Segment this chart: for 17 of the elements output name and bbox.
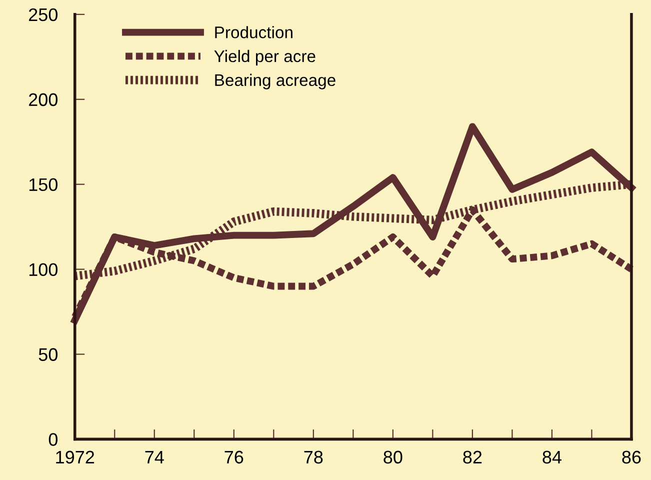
- x-tick-label: 80: [384, 450, 402, 464]
- x-tick-label: 74: [145, 450, 164, 464]
- y-tick-label: 250: [28, 8, 58, 22]
- x-tick-label: 86: [622, 450, 641, 464]
- y-tick-label: 100: [29, 263, 58, 276]
- x-tick-label: 82: [463, 450, 482, 464]
- legend-label: Production: [215, 26, 292, 38]
- x-tick-label: 76: [224, 450, 244, 464]
- x-tick-label: 84: [542, 450, 562, 464]
- legend-label: Yield per acre: [214, 50, 316, 66]
- x-tick-label: 1972: [56, 450, 94, 464]
- y-tick-label: 50: [38, 348, 58, 361]
- y-tick-label: 150: [29, 178, 58, 192]
- y-tick-label: 0: [48, 433, 58, 446]
- legend-label: Bearing acreage: [215, 74, 336, 90]
- y-tick-label: 200: [28, 93, 58, 106]
- x-tick-label: 78: [304, 450, 323, 464]
